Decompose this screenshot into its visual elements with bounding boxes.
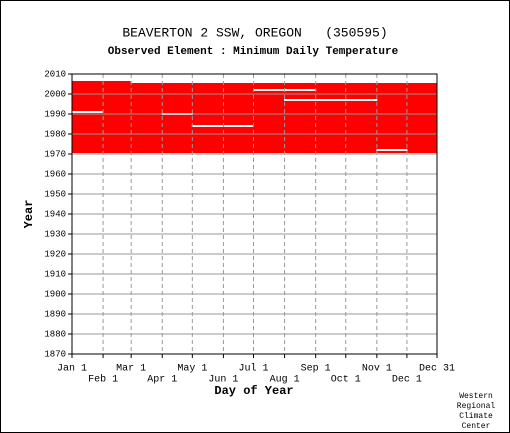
y-tick-label: 1970: [44, 149, 66, 159]
x-tick-label: May 1: [177, 364, 207, 375]
y-tick-label: 1870: [44, 349, 66, 359]
x-tick-label: Jan 1: [57, 364, 87, 375]
chart-subtitle: Observed Element : Minimum Daily Tempera…: [108, 46, 399, 58]
x-tick-label: Dec 31: [419, 364, 455, 375]
y-tick-label: 1880: [44, 329, 66, 339]
x-tick-label: Sep 1: [301, 364, 331, 375]
data-range: [72, 81, 131, 83]
footer-text: Regional: [457, 402, 496, 411]
footer-text: Center: [462, 422, 491, 431]
y-tick-label: 1990: [44, 109, 66, 119]
y-axis-label: Year: [22, 200, 36, 229]
x-axis-label: Day of Year: [214, 384, 293, 398]
chart-title: BEAVERTON 2 SSW, OREGON (350595): [122, 25, 387, 40]
y-tick-label: 2010: [44, 69, 66, 79]
data-range: [284, 99, 378, 101]
y-tick-label: 1930: [44, 229, 66, 239]
y-tick-label: 2000: [44, 89, 66, 99]
y-tick-label: 1920: [44, 249, 66, 259]
x-tick-label: Oct 1: [331, 375, 361, 386]
y-tick-label: 1980: [44, 129, 66, 139]
x-tick-label: Nov 1: [362, 364, 392, 375]
data-range: [191, 125, 253, 127]
y-tick-label: 1950: [44, 189, 66, 199]
x-tick-label: Apr 1: [147, 375, 177, 386]
x-tick-label: Feb 1: [88, 374, 118, 386]
x-tick-label: Jul 1: [238, 363, 268, 375]
footer-text: Climate: [459, 412, 493, 421]
y-tick-label: 1960: [44, 169, 66, 179]
data-range: [72, 83, 437, 153]
x-tick-label: Aug 1: [270, 375, 300, 386]
x-tick-label: Dec 1: [392, 375, 422, 386]
y-tick-label: 1900: [44, 289, 66, 299]
plot-border: [71, 73, 438, 355]
x-tick-label: Mar 1: [116, 364, 146, 375]
footer-text: Western: [459, 392, 493, 401]
y-tick-label: 1910: [44, 269, 66, 279]
x-tick-label: Jun 1: [208, 375, 238, 386]
y-tick-label: 1940: [44, 209, 66, 219]
data-range: [376, 149, 408, 151]
data-range: [72, 111, 103, 113]
y-tick-label: 1890: [44, 309, 66, 319]
